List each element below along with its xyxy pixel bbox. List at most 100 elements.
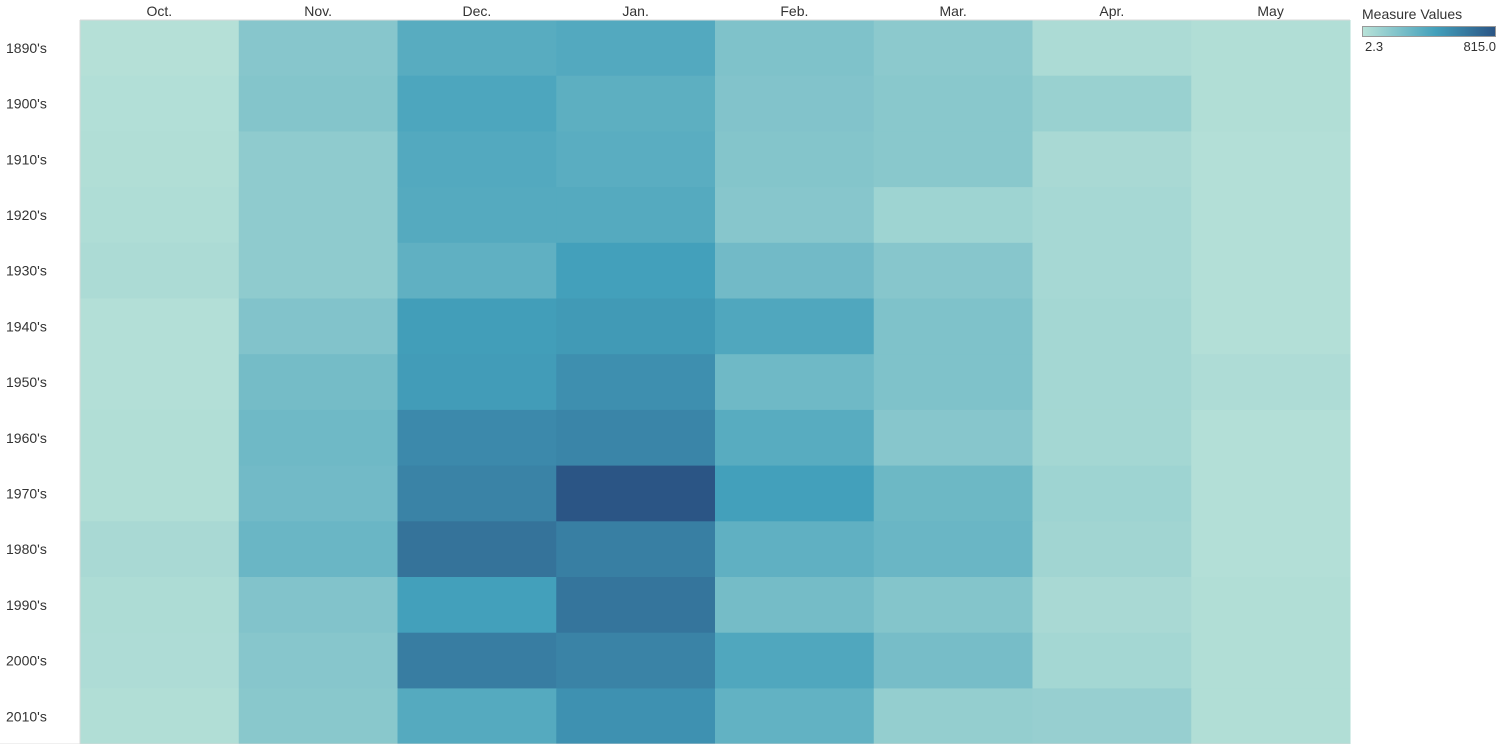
heatmap-cell[interactable] xyxy=(80,20,240,77)
heatmap-cell[interactable] xyxy=(397,20,557,77)
heatmap-cell[interactable] xyxy=(238,354,398,411)
heatmap-cell[interactable] xyxy=(873,688,1033,744)
heatmap-cell[interactable] xyxy=(1191,409,1351,467)
heatmap-cell[interactable] xyxy=(873,298,1033,355)
heatmap-cell[interactable] xyxy=(873,242,1033,299)
heatmap-cell[interactable] xyxy=(1032,20,1192,77)
heatmap-cell[interactable] xyxy=(238,688,398,744)
heatmap-cell[interactable] xyxy=(873,577,1033,634)
heatmap-cell[interactable] xyxy=(1032,465,1192,522)
heatmap-cell[interactable] xyxy=(1191,75,1351,132)
heatmap-cell[interactable] xyxy=(238,521,398,578)
heatmap-cell[interactable] xyxy=(873,465,1033,522)
heatmap-cell[interactable] xyxy=(80,298,240,355)
heatmap-cell[interactable] xyxy=(556,75,716,132)
heatmap-cell[interactable] xyxy=(1191,20,1351,77)
heatmap-cell[interactable] xyxy=(397,187,557,244)
heatmap-cell[interactable] xyxy=(1191,131,1351,188)
heatmap-cell[interactable] xyxy=(556,632,716,689)
heatmap-cell[interactable] xyxy=(238,298,398,355)
heatmap-cell[interactable] xyxy=(397,242,557,299)
heatmap-cell[interactable] xyxy=(556,20,716,77)
heatmap-cell[interactable] xyxy=(556,354,716,411)
heatmap-cell[interactable] xyxy=(1032,242,1192,299)
heatmap-cell[interactable] xyxy=(715,521,875,578)
heatmap-cell[interactable] xyxy=(1032,632,1192,689)
heatmap-cell[interactable] xyxy=(397,577,557,634)
heatmap-cell[interactable] xyxy=(715,75,875,132)
heatmap-cell[interactable] xyxy=(1032,187,1192,244)
heatmap-cell[interactable] xyxy=(397,465,557,522)
heatmap-cell[interactable] xyxy=(873,187,1033,244)
heatmap-cell[interactable] xyxy=(80,242,240,299)
heatmap-cell[interactable] xyxy=(238,187,398,244)
heatmap-cell[interactable] xyxy=(397,298,557,355)
heatmap-cell[interactable] xyxy=(1191,187,1351,244)
heatmap-cell[interactable] xyxy=(80,465,240,522)
heatmap-cell[interactable] xyxy=(397,688,557,744)
heatmap-cell[interactable] xyxy=(556,521,716,578)
heatmap-cell[interactable] xyxy=(397,409,557,467)
heatmap-cell[interactable] xyxy=(715,577,875,634)
heatmap-cell[interactable] xyxy=(715,242,875,299)
heatmap-cell[interactable] xyxy=(556,409,716,467)
heatmap-cell[interactable] xyxy=(715,131,875,188)
heatmap-cell[interactable] xyxy=(238,577,398,634)
heatmap-cell[interactable] xyxy=(80,75,240,132)
heatmap-cell[interactable] xyxy=(80,521,240,578)
heatmap-cell[interactable] xyxy=(397,521,557,578)
heatmap-cell[interactable] xyxy=(238,20,398,77)
heatmap-cell[interactable] xyxy=(873,20,1033,77)
heatmap-cell[interactable] xyxy=(715,465,875,522)
heatmap-cell[interactable] xyxy=(1191,521,1351,578)
heatmap-cell[interactable] xyxy=(873,75,1033,132)
heatmap-cell[interactable] xyxy=(556,577,716,634)
heatmap-cell[interactable] xyxy=(1191,242,1351,299)
heatmap-cell[interactable] xyxy=(715,20,875,77)
heatmap-cell[interactable] xyxy=(556,187,716,244)
heatmap-cell[interactable] xyxy=(1191,298,1351,355)
heatmap-cell[interactable] xyxy=(80,632,240,689)
heatmap-cell[interactable] xyxy=(1191,354,1351,411)
heatmap-cell[interactable] xyxy=(1032,409,1192,467)
heatmap-cell[interactable] xyxy=(1032,75,1192,132)
heatmap-cell[interactable] xyxy=(556,298,716,355)
heatmap-cell[interactable] xyxy=(397,131,557,188)
heatmap-cell[interactable] xyxy=(238,409,398,467)
heatmap-cell[interactable] xyxy=(715,354,875,411)
heatmap-cell[interactable] xyxy=(238,131,398,188)
heatmap-cell[interactable] xyxy=(1191,577,1351,634)
heatmap-cell[interactable] xyxy=(238,632,398,689)
heatmap-cell[interactable] xyxy=(1032,521,1192,578)
heatmap-cell[interactable] xyxy=(80,354,240,411)
heatmap-cell[interactable] xyxy=(715,187,875,244)
heatmap-cell[interactable] xyxy=(556,242,716,299)
heatmap-cell[interactable] xyxy=(1032,298,1192,355)
heatmap-cell[interactable] xyxy=(238,465,398,522)
heatmap-cell[interactable] xyxy=(80,688,240,744)
heatmap-cell[interactable] xyxy=(1032,577,1192,634)
heatmap-cell[interactable] xyxy=(80,187,240,244)
heatmap-cell[interactable] xyxy=(715,298,875,355)
heatmap-cell[interactable] xyxy=(80,577,240,634)
heatmap-cell[interactable] xyxy=(238,242,398,299)
heatmap-cell[interactable] xyxy=(397,75,557,132)
heatmap-cell[interactable] xyxy=(873,354,1033,411)
heatmap-cell[interactable] xyxy=(238,75,398,132)
heatmap-cell[interactable] xyxy=(873,521,1033,578)
heatmap-cell[interactable] xyxy=(873,632,1033,689)
heatmap-cell[interactable] xyxy=(1032,354,1192,411)
heatmap-cell[interactable] xyxy=(1191,465,1351,522)
heatmap-cell[interactable] xyxy=(397,354,557,411)
heatmap-cell[interactable] xyxy=(1191,632,1351,689)
heatmap-cell[interactable] xyxy=(1032,131,1192,188)
heatmap-cell[interactable] xyxy=(80,131,240,188)
heatmap-cell[interactable] xyxy=(873,409,1033,467)
heatmap-cell[interactable] xyxy=(556,131,716,188)
heatmap-cell[interactable] xyxy=(556,465,716,522)
heatmap-cell[interactable] xyxy=(397,632,557,689)
heatmap-cell[interactable] xyxy=(715,688,875,744)
heatmap-cell[interactable] xyxy=(556,688,716,744)
heatmap-cell[interactable] xyxy=(1191,688,1351,744)
heatmap-cell[interactable] xyxy=(715,632,875,689)
